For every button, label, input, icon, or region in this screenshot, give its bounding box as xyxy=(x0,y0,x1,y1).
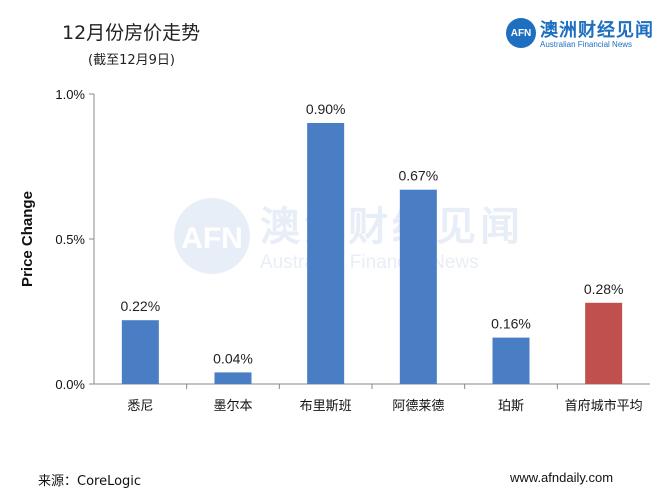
afn-logo: AFN 澳洲财经见闻 Australian Financial News xyxy=(506,18,656,54)
bar xyxy=(121,320,159,384)
chart-subtitle: (截至12月9日) xyxy=(88,53,175,68)
data-label: 0.67% xyxy=(398,168,438,184)
bar xyxy=(307,123,345,384)
chart-title: 12月份房价走势 xyxy=(62,22,201,44)
logo-name-cn: 澳洲财经见闻 xyxy=(540,20,654,41)
data-label: 0.22% xyxy=(120,298,160,314)
data-label: 0.16% xyxy=(491,316,531,332)
afn-logo-icon: AFN xyxy=(506,18,536,48)
data-label: 0.04% xyxy=(213,350,253,366)
watermark-name-cn: 澳洲财经见闻 xyxy=(260,204,524,250)
x-tick-label: 珀斯 xyxy=(498,399,524,414)
x-tick-label: 悉尼 xyxy=(127,399,153,414)
y-axis-title: Price Change xyxy=(19,191,36,287)
bar xyxy=(492,337,530,384)
bar xyxy=(214,372,252,384)
x-tick-label: 墨尔本 xyxy=(213,399,252,414)
watermark-mark: AFN xyxy=(181,222,243,255)
bar xyxy=(585,302,623,384)
data-label: 0.28% xyxy=(584,281,624,297)
data-label: 0.90% xyxy=(306,101,346,117)
bar xyxy=(399,189,437,384)
watermark-circle xyxy=(174,198,250,274)
x-tick-label: 布里斯班 xyxy=(300,399,352,414)
website-url: www.afndaily.com xyxy=(510,470,614,485)
y-tick-label: 0.0% xyxy=(55,377,85,392)
x-tick-label: 阿德莱德 xyxy=(392,399,444,414)
source-note: 来源：CoreLogic xyxy=(38,474,142,489)
x-tick-label: 首府城市平均 xyxy=(565,398,643,414)
logo-name-en: Australian Financial News xyxy=(540,40,633,49)
watermark-name-en: Australian Financial News xyxy=(260,252,479,273)
watermark: AFN 澳洲财经见闻 Australian Financial News xyxy=(174,198,524,274)
y-tick-label: 1.0% xyxy=(55,87,85,102)
y-tick-label: 0.5% xyxy=(55,232,85,247)
